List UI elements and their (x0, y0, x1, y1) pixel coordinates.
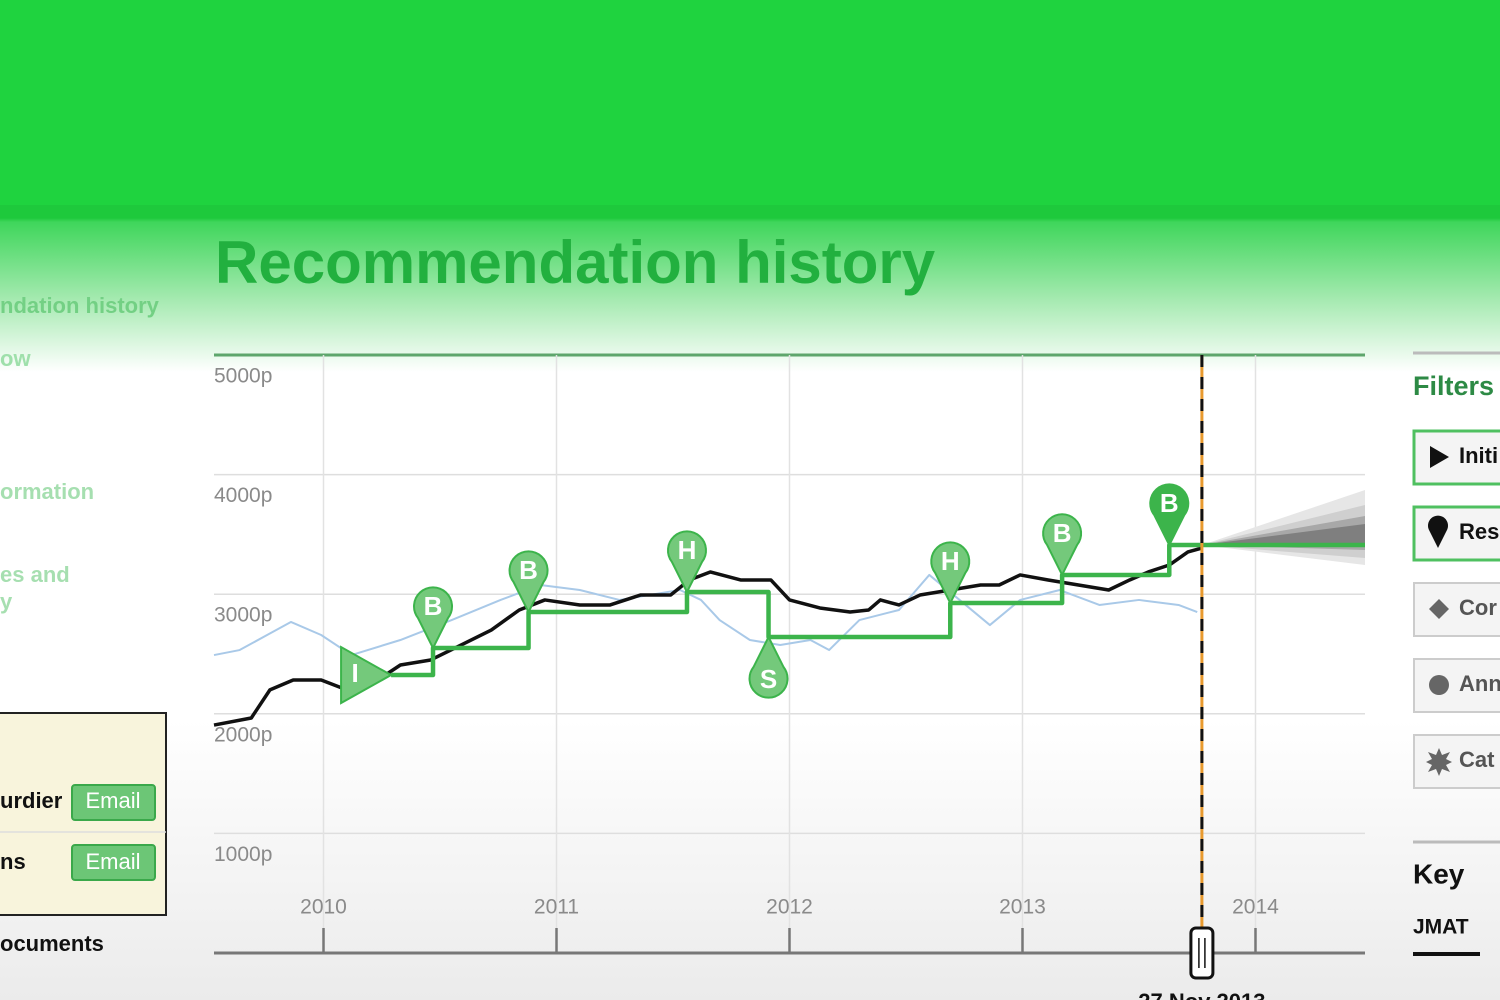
filter-icon (1429, 599, 1449, 619)
recommendation-marker: B (1149, 483, 1190, 548)
email-button-label[interactable]: Email (85, 849, 140, 874)
y-tick-label: 4000p (214, 484, 272, 507)
recommendation-marker: I (340, 645, 394, 705)
documents-heading: ocuments (0, 931, 104, 956)
contact-name: ns (0, 849, 26, 874)
y-tick-label: 5000p (214, 365, 272, 388)
filter-button[interactable] (1413, 734, 1500, 789)
marker-shape (508, 550, 549, 615)
filter-label[interactable]: Ann (1459, 671, 1500, 696)
marker-label: B (424, 591, 443, 621)
nav-link[interactable]: ndation history (0, 293, 160, 318)
y-tick-label: 2000p (214, 723, 272, 746)
price-line (213, 546, 1203, 727)
marker-label: B (1053, 518, 1072, 548)
filter-label[interactable]: Cor (1459, 595, 1497, 620)
timeline-handle[interactable] (1189, 926, 1215, 980)
nav-link[interactable]: y (0, 589, 13, 614)
recommendation-marker: H (930, 541, 971, 606)
filter-icon (1429, 675, 1449, 695)
cursor-date: 27 Nov 2013 (1138, 989, 1265, 1000)
x-tick-label: 2011 (534, 896, 579, 919)
filter-icon (1430, 446, 1449, 468)
filter-button[interactable] (1412, 429, 1500, 486)
filter-icon (1427, 515, 1449, 548)
recommendation-marker: S (748, 634, 789, 699)
page-title: Recommendation history (215, 229, 936, 296)
marker-shape (413, 586, 453, 651)
marker-shape (1149, 483, 1190, 548)
marker-shape (667, 530, 707, 595)
y-tick-label: 3000p (214, 604, 272, 627)
contact-name: urdier (0, 788, 63, 813)
x-tick-label: 2010 (300, 896, 347, 919)
chart: 1000p 2000p 3000p 4000p 5000p 2010 2011 2012 201… (213, 353, 1365, 1000)
marker-label: I (351, 658, 358, 688)
marker-shape (1042, 513, 1083, 578)
filter-label[interactable]: Initi (1459, 443, 1498, 468)
marker-label: S (760, 664, 777, 694)
nav-link[interactable]: es and (0, 562, 70, 587)
marker-shape (340, 645, 394, 705)
filter-label[interactable]: Cat (1459, 747, 1495, 772)
marker-label: H (941, 546, 960, 576)
recommendation-marker: B (413, 586, 453, 651)
filter-button[interactable] (1413, 582, 1500, 637)
email-button-label[interactable]: Email (85, 788, 140, 813)
x-tick-label: 2013 (999, 896, 1046, 919)
recommendation-marker: B (1042, 513, 1083, 578)
marker-label: B (519, 555, 538, 585)
x-tick-label: 2012 (766, 896, 813, 919)
filters-title: Filters (1413, 371, 1494, 401)
y-tick-label: 1000p (214, 843, 272, 866)
key-title: Key (1413, 858, 1465, 889)
marker-label: H (678, 535, 697, 565)
marker-shape (748, 634, 789, 699)
x-tick-label: 2014 (1232, 896, 1279, 919)
marker-label: B (1160, 488, 1179, 518)
filter-label[interactable]: Res (1459, 519, 1499, 544)
projection-fan (1201, 524, 1365, 546)
recommendation-marker: H (667, 530, 707, 595)
price-line (213, 573, 1198, 657)
nav-link[interactable]: ormation (0, 479, 94, 504)
nav-link[interactable]: ow (0, 346, 31, 371)
email-button[interactable] (71, 784, 156, 821)
filter-button[interactable] (1412, 505, 1500, 562)
recommendation-marker: B (508, 550, 549, 615)
filter-button[interactable] (1413, 658, 1500, 713)
key-item: JMAT (1413, 916, 1469, 939)
marker-shape (930, 541, 971, 606)
email-button[interactable] (71, 844, 156, 881)
target-price-line (391, 542, 1365, 678)
filter-icon (1426, 748, 1452, 776)
